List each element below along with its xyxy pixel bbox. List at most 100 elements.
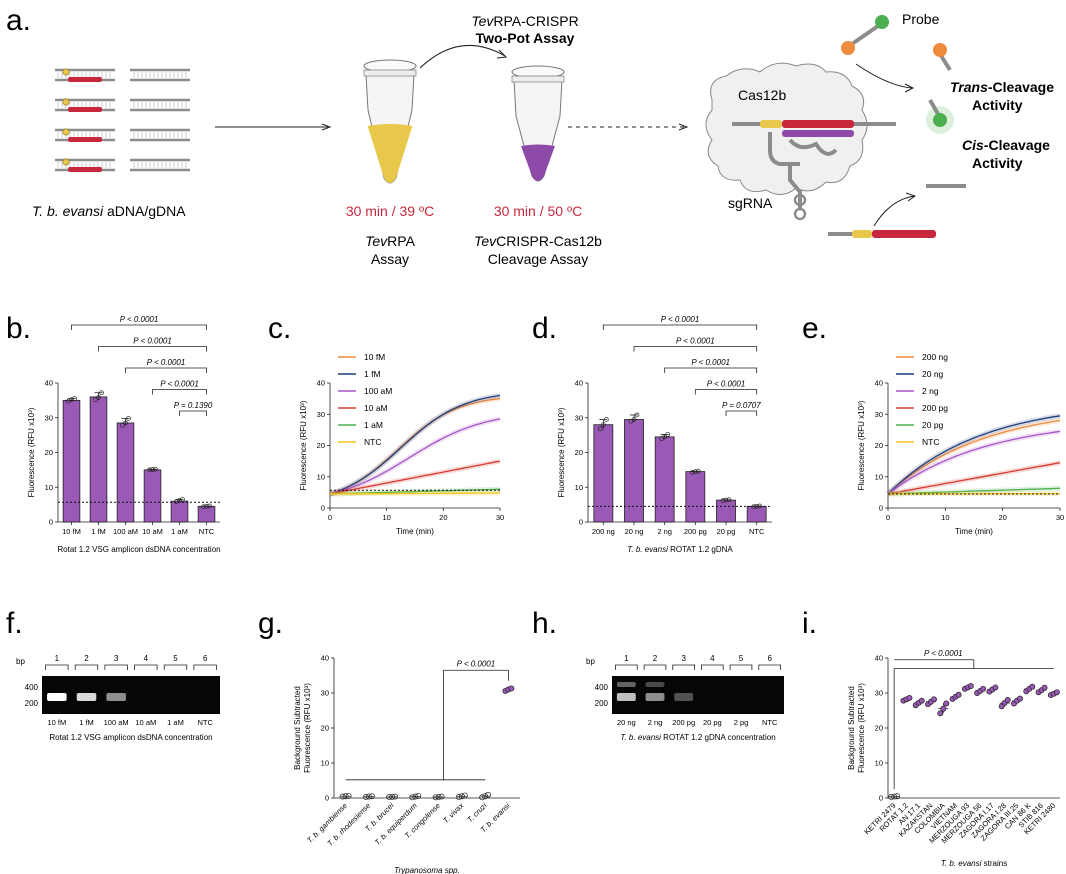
y-tick-label: 20 [875,724,883,733]
bar [716,499,736,523]
significance-bracket [725,410,758,416]
x-tick-label: NTC [749,527,765,536]
p-value-label: P < 0.0001 [676,337,715,346]
x-tick-label: 100 aM [113,527,138,536]
lane-bracket [672,664,695,670]
replicate-point [120,423,125,428]
replicate-point [123,420,128,426]
y-tick-label: 40 [875,654,883,663]
x-tick-label: 0 [886,513,890,522]
replicate-point [204,504,209,509]
significance-bracket [98,346,207,352]
lane-number: 6 [767,654,772,663]
x-tick-label: 10 [941,513,949,522]
x-tick-label: 20 pg [717,527,736,536]
significance-bracket [179,410,207,416]
significance-bracket [152,389,207,395]
y-tick-label: 0 [579,518,583,527]
chart-g-specificity: 0 10 20 30 40 Background Subtracted Fluorescen… [293,654,520,874]
gel-band-upper [616,682,636,687]
y-axis-title: Fluorescence (RFU x10³) [857,400,866,490]
chart-c-kinetics: 0 10 20 30 40 Fluorescence (RFU x10³) 0 10 20 30 T… [299,352,504,536]
replicate-point [692,469,698,474]
y-axis-title: Fluorescence (RFU x10³) [27,407,36,497]
significance-bracket [602,324,758,330]
legend-label: 1 aM [364,420,383,430]
x-tick-label: 0 [328,513,332,522]
gel-band [47,693,67,701]
y-axis-title: Fluorescence (RFU x10³) [857,683,866,773]
lane-number: 6 [203,654,208,663]
lane-bracket [729,664,753,670]
lane-label: 100 aM [104,718,129,727]
lane-bracket [45,664,69,670]
series-line [887,415,1061,495]
lane-bracket [104,664,128,670]
p-value-label: P < 0.0001 [120,315,159,324]
replicate-point [967,683,974,689]
replicate-point [1004,697,1011,703]
replicate-point [69,397,74,403]
legend-label: 200 ng [922,352,948,362]
lane-label: 2 ng [648,718,663,727]
x-tick-label: 1 fM [91,527,106,536]
bp-label: bp [586,657,595,666]
gel-band [674,693,694,701]
cas12b-label: Cas12b [738,87,786,103]
ladder-200: 200 [595,699,609,708]
panel-i-label: i. [802,607,817,640]
lane-number: 3 [681,654,686,663]
replicate-point [955,691,962,698]
crispr-tube [511,65,565,182]
lane-bracket [643,664,667,670]
replicate-point [365,793,372,800]
x-axis-title: Time (min) [396,527,434,536]
replicate-point [918,697,925,704]
gel-image [612,676,784,714]
replicate-point [461,792,468,799]
trans-label-line2: Activity [972,97,1023,113]
lane-label: 1 fM [79,718,94,727]
replicate-point [435,794,442,800]
trans-label: Trans-Cleavage [950,79,1054,95]
x-tick-label: 2 ng [657,527,672,536]
lane-number: 4 [710,654,715,663]
series-line [329,394,501,495]
replicate-point [906,694,913,701]
ladder-400: 400 [25,683,39,692]
assay-title: TevRPA-CRISPR [471,13,578,29]
chart-b-bar: 0 10 20 30 40 Fluorescence (RFU x10³) 10 fM 1 f… [27,315,221,554]
series-line [887,487,1061,495]
y-tick-label: 40 [575,379,583,388]
legend-label: 10 aM [364,403,388,413]
replicate-point [345,792,352,799]
replicate-point [362,794,369,800]
rpa-name: TevRPA [365,233,415,249]
bar [170,500,189,523]
y-tick-label: 10 [317,472,325,481]
replicate-point [147,467,152,473]
x-axis-title: T. b. evansi strains [941,859,1007,868]
replicate-point [482,793,489,800]
bar [89,396,108,523]
chart-d-bar: 0 10 20 30 40 Fluorescence (RFU x10³) 200 ng 20… [557,315,772,554]
lane-label: NTC [197,718,213,727]
replicate-point [720,498,726,503]
ladder-400: 400 [595,683,609,692]
x-axis-title: Trypanosoma spp. [394,866,460,874]
cleaved-probe [926,43,954,134]
replicate-point [96,395,101,400]
replicate-point [689,469,695,475]
lane-bracket [193,664,217,670]
y-tick-label: 0 [879,794,883,803]
lane-label: 20 pg [703,718,722,727]
series-line [330,492,500,495]
p-value-label: P < 0.0001 [707,380,746,389]
replicate-point [888,794,895,800]
p-value-label: P < 0.0001 [924,649,963,658]
replicate-point [342,793,349,800]
assay-subtitle: Two-Pot Assay [476,30,575,46]
lane-bracket [615,664,638,670]
crispr-name: TevCRISPR-Cas12b [474,233,602,249]
x-axis-title: Rotat 1.2 VSG amplicon dsDNA concentrati… [57,545,220,554]
